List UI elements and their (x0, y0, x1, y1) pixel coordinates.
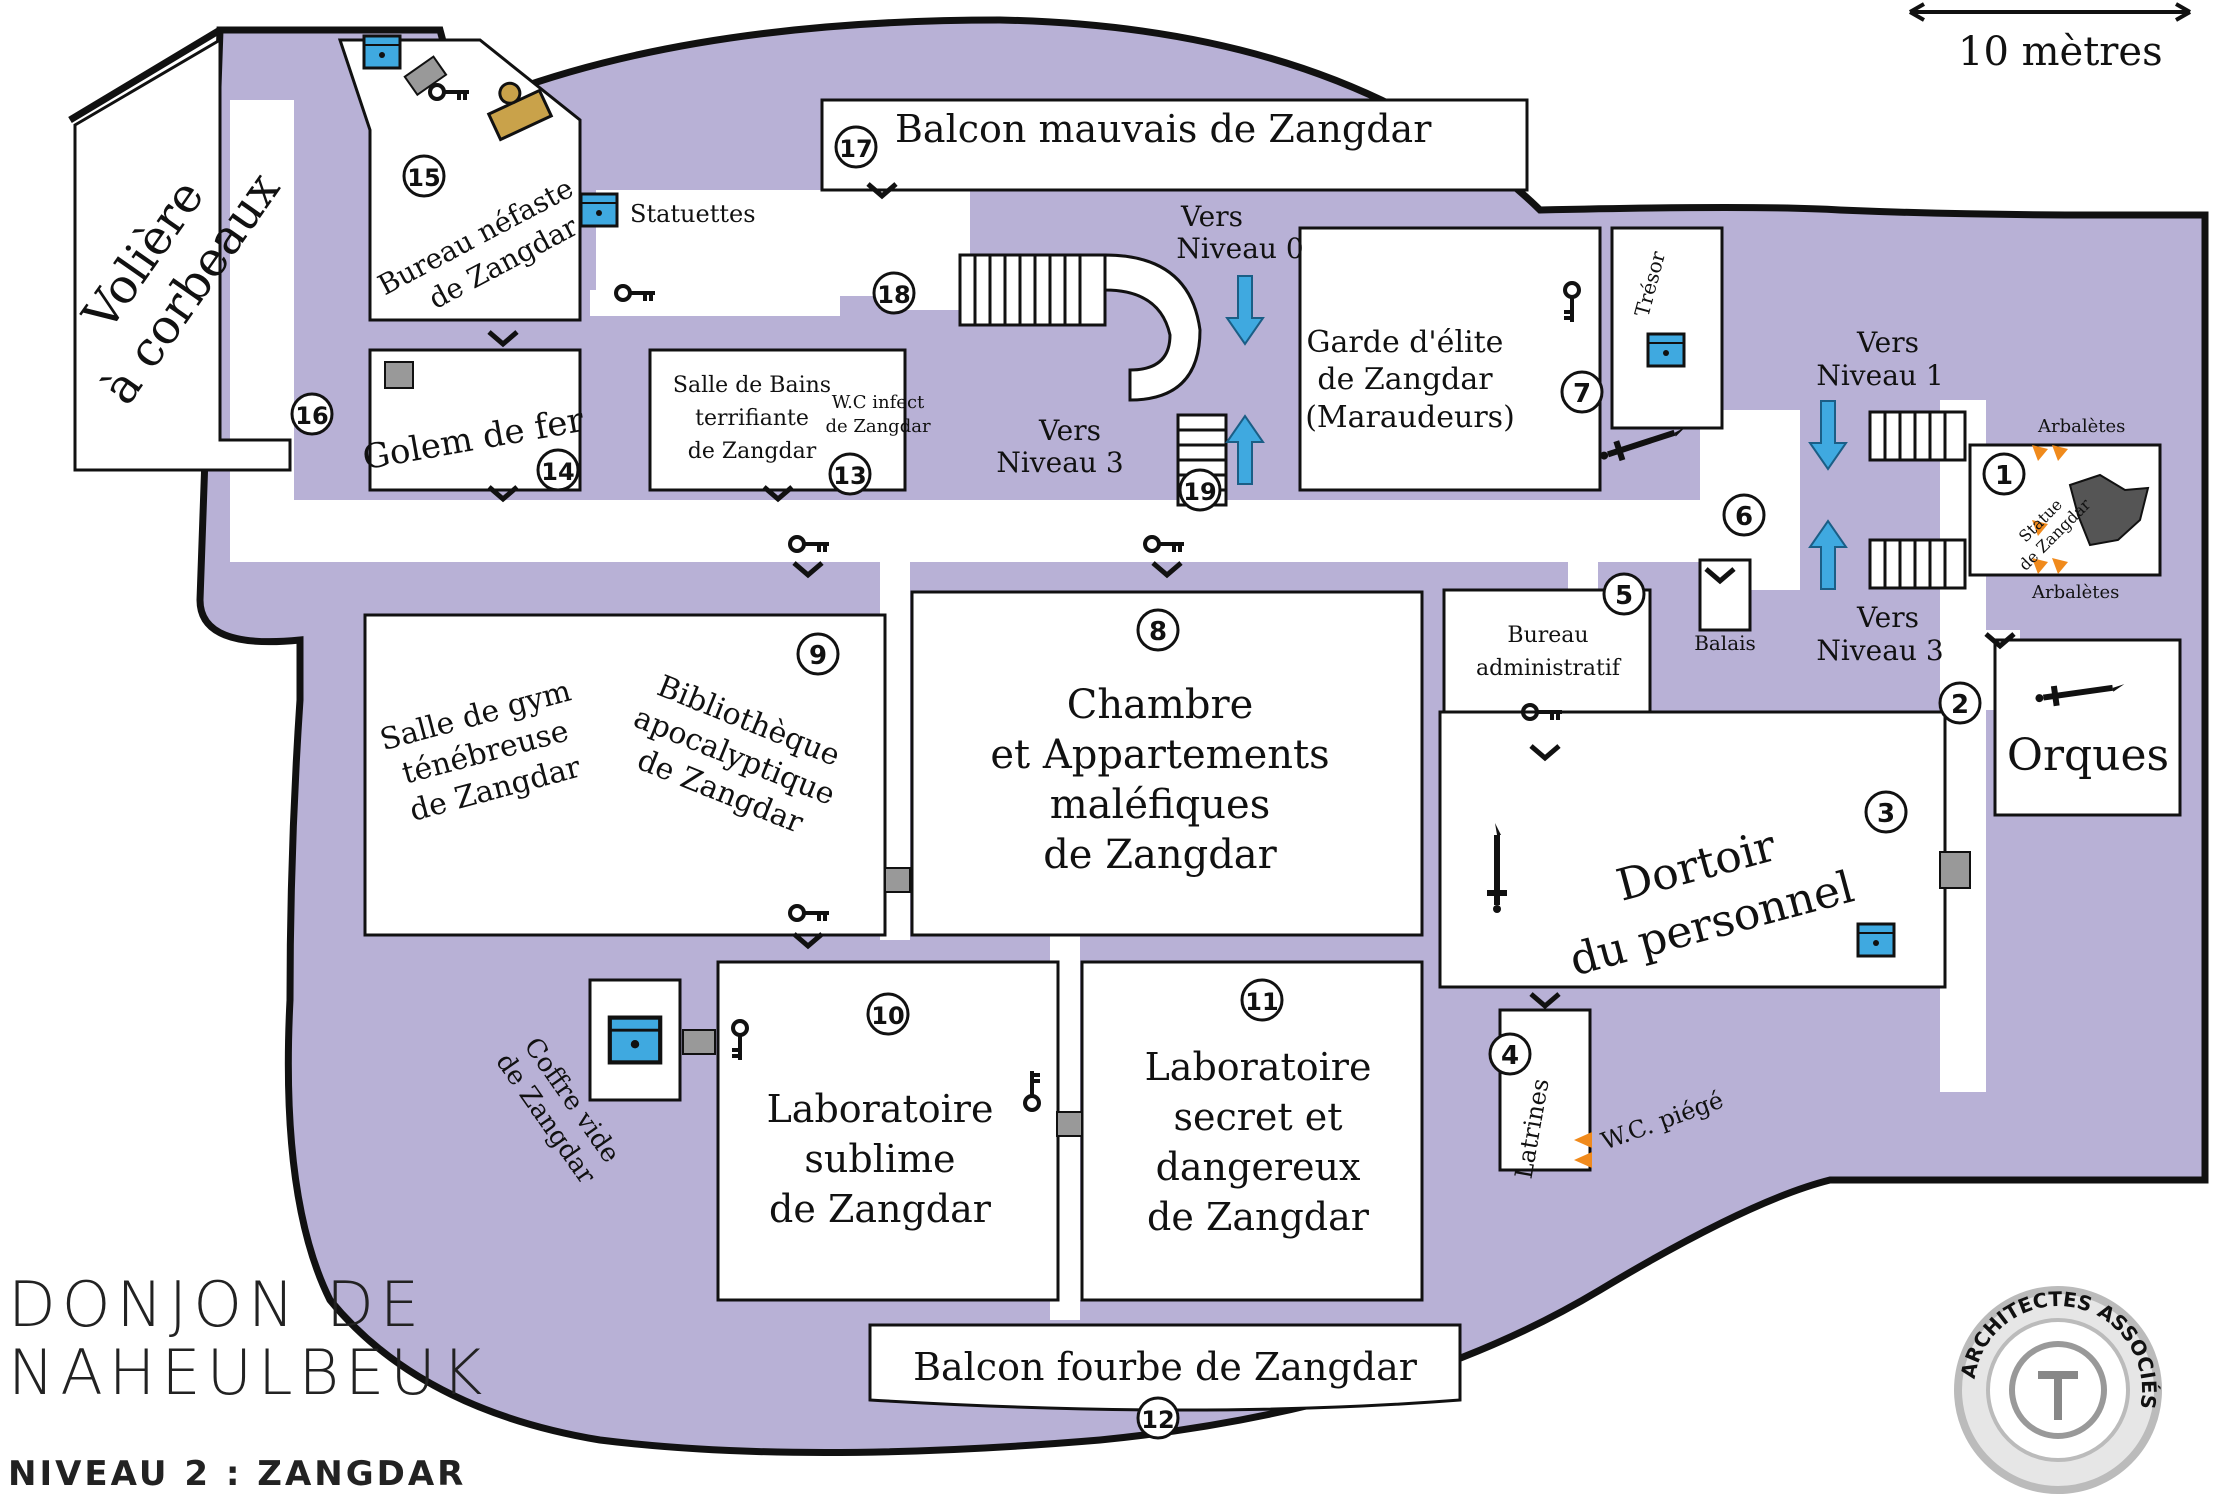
statue-icon (2068, 473, 2150, 547)
room-number: 17 (839, 135, 872, 163)
labo-secret-label: dangereux (1156, 1145, 1361, 1189)
arbaletes-label: Arbalètes (2031, 582, 2119, 603)
scale-label: 10 mètres (1958, 29, 2163, 75)
room-number: 16 (295, 402, 328, 430)
room-tresor (1610, 226, 1724, 430)
room-number: 10 (871, 1002, 904, 1030)
room-number: 6 (1735, 502, 1753, 532)
garde-label: (Maraudeurs) (1305, 400, 1515, 435)
balcon-fourbe-label: Balcon fourbe de Zangdar (913, 1345, 1418, 1389)
room-number: 7 (1573, 379, 1591, 409)
grey-door-icon (884, 867, 911, 893)
corridors (230, 100, 2020, 1320)
room-number: 13 (833, 462, 866, 490)
trap-icon (1574, 445, 2068, 1168)
grey-doors (384, 55, 1971, 1137)
bains-label: Salle de Bains (673, 373, 831, 398)
room-17-balcon-mauvais (820, 98, 1529, 192)
chest-icon (1646, 332, 1686, 368)
labo-secret-label: secret et (1173, 1095, 1342, 1139)
chambre-label: Chambre (1067, 682, 1254, 728)
bains-label: de Zangdar (688, 439, 817, 464)
garde-label: de Zangdar (1317, 362, 1493, 397)
labo-secret-label: Laboratoire (1145, 1045, 1372, 1089)
staircase-north (958, 253, 1202, 402)
architectes-stamp: ARCHITECTES ASSOCIÉS (1954, 1286, 2162, 1494)
room-number: 9 (809, 641, 827, 671)
grey-door-icon (682, 1029, 716, 1055)
arbaletes-label: Arbalètes (2037, 416, 2125, 437)
vers-niveau-1-label: Vers (1856, 326, 1919, 359)
voliere-outline (68, 26, 222, 124)
labo-sublime-label: sublime (804, 1137, 955, 1181)
chambre-label: maléfiques (1050, 782, 1271, 828)
room-number: 15 (407, 164, 440, 192)
map-subtitle: NIVEAU 2 : ZANGDAR (8, 1454, 467, 1494)
wc-infect-label: de Zangdar (825, 416, 931, 437)
staircase-east-bottom (1868, 538, 1967, 590)
chest-icon (362, 34, 402, 70)
desk-icon (486, 81, 554, 142)
grey-block-icon (384, 361, 414, 389)
chambre-label: et Appartements (990, 732, 1329, 778)
bureau-admin-label: administratif (1476, 656, 1622, 681)
room-number: 4 (1501, 1041, 1519, 1071)
room-9-gym-biblio (363, 613, 887, 937)
chest-icon (1856, 922, 1896, 958)
room-number: 5 (1615, 581, 1633, 611)
balcon-mauvais-label: Balcon mauvais de Zangdar (895, 107, 1432, 151)
room-number: 18 (877, 281, 910, 309)
room-number: 11 (1245, 988, 1278, 1016)
wc-infect-label: W.C infect (832, 392, 925, 413)
vers-niveau-3-right-label: Niveau 3 (1816, 634, 1943, 667)
chest-icon (610, 1018, 660, 1063)
room-number: 2 (1951, 690, 1969, 720)
scale-bar: 10 mètres (1909, 2, 2191, 75)
labo-sublime-label: de Zangdar (769, 1187, 992, 1231)
room-12-balcon-fourbe (868, 1323, 1462, 1412)
map-title: DONJON DE (8, 1268, 426, 1341)
labo-secret-label: de Zangdar (1147, 1195, 1370, 1239)
room-number: 3 (1877, 799, 1895, 829)
vers-niveau-3-right-label: Vers (1856, 601, 1919, 634)
vers-niveau-3-label: Niveau 3 (996, 446, 1123, 479)
room-numbers: 1 2 3 4 5 6 7 8 9 10 11 12 13 14 15 16 1… (290, 125, 2026, 1440)
room-number: 1 (1995, 461, 2013, 491)
room-7-garde-elite (1298, 226, 1602, 492)
vers-niveau-0-label: Niveau 0 (1176, 232, 1303, 265)
statuettes-label: Statuettes (630, 200, 756, 228)
staircase-east-top (1868, 410, 1967, 462)
chest-icon (579, 192, 619, 228)
room-number: 14 (541, 458, 574, 486)
map-title: NAHEULBEUK (8, 1336, 489, 1409)
vers-niveau-1-label: Niveau 1 (1816, 359, 1943, 392)
grey-door-icon (1056, 1111, 1083, 1137)
garde-label: Garde d'élite (1307, 325, 1504, 360)
bureau-admin-label: Bureau (1507, 623, 1588, 648)
room-2-orques (1993, 638, 2182, 817)
room-number: 12 (1141, 1406, 1174, 1434)
vers-niveau-3-label: Vers (1038, 414, 1101, 447)
grey-door-icon (1939, 851, 1971, 889)
balais-label: Balais (1694, 631, 1756, 655)
bains-label: terrifiante (695, 406, 809, 431)
room-16-voliere (73, 37, 292, 472)
vers-niveau-0-label: Vers (1180, 200, 1243, 233)
labo-sublime-label: Laboratoire (767, 1087, 994, 1131)
room-number: 8 (1149, 617, 1167, 647)
room-number: 19 (1183, 478, 1216, 506)
orques-label: Orques (2007, 730, 2169, 781)
chambre-label: de Zangdar (1043, 832, 1277, 878)
